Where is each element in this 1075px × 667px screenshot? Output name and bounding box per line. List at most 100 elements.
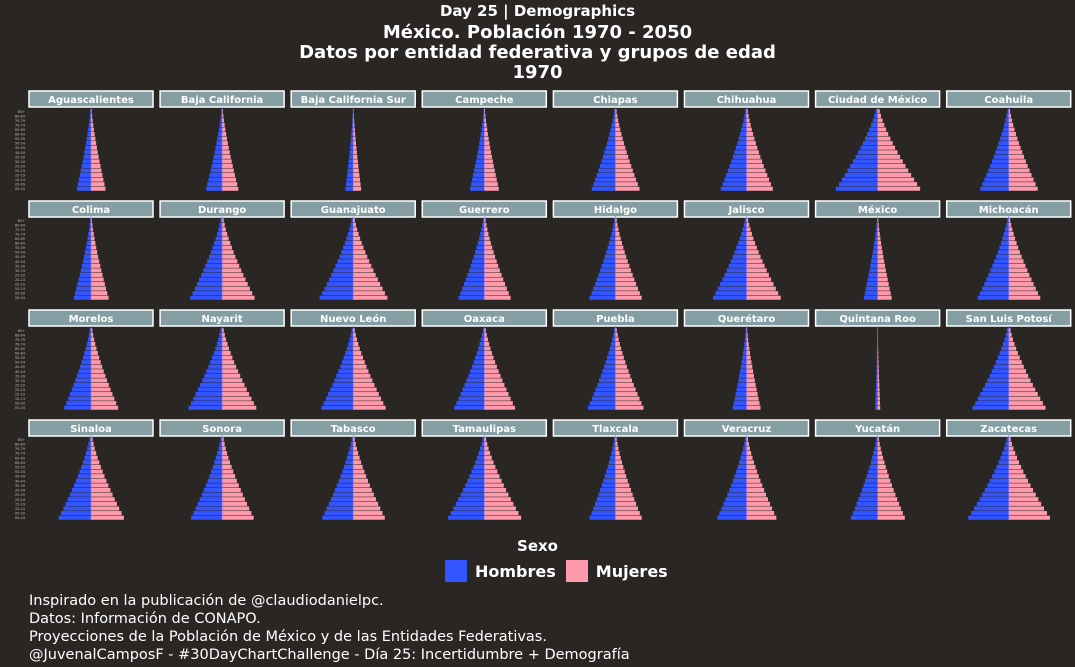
bar-mujeres [1008, 222, 1012, 227]
bar-mujeres [353, 487, 372, 493]
bar-mujeres [484, 141, 490, 146]
bar-hombres [863, 295, 878, 300]
bar-hombres [858, 497, 878, 502]
bar-hombres [744, 441, 747, 446]
bar-hombres [79, 272, 91, 277]
bar-hombres [206, 186, 223, 191]
bar-mujeres [615, 396, 640, 401]
bar-hombres [467, 272, 485, 277]
bar-hombres [868, 272, 878, 277]
bar-hombres [195, 392, 223, 397]
bar-hombres [85, 245, 91, 250]
bar-hombres [460, 392, 485, 397]
bar-mujeres [877, 455, 884, 460]
bar-hombres [1005, 441, 1009, 446]
age-tick-label: 10-14 [15, 397, 26, 401]
bar-mujeres [746, 401, 760, 406]
bar-mujeres [91, 441, 94, 446]
bar-mujeres [353, 150, 357, 155]
bar-hombres [736, 387, 747, 392]
age-tick-label: 30-34 [15, 489, 26, 493]
bar-mujeres [222, 159, 232, 164]
age-tick-label: 70-74 [15, 342, 26, 346]
bar-mujeres [484, 497, 511, 502]
bar-mujeres [91, 154, 99, 159]
bar-mujeres [746, 159, 763, 164]
bar-hombres [79, 173, 91, 178]
age-tick-label: 20-24 [15, 498, 26, 502]
bar-mujeres [1008, 346, 1017, 351]
bar-mujeres [222, 337, 227, 342]
bar-hombres [197, 387, 223, 392]
bar-hombres [603, 478, 616, 483]
bar-mujeres [91, 177, 104, 182]
bar-hombres [482, 122, 485, 127]
bar-mujeres [746, 245, 757, 250]
bar-hombres [77, 182, 91, 187]
bar-mujeres [746, 145, 758, 150]
bar-hombres [219, 122, 223, 127]
bar-mujeres [877, 451, 882, 456]
age-tick-label: 75-79 [15, 119, 25, 123]
bar-hombres [600, 373, 616, 378]
bar-hombres [875, 405, 878, 410]
bar-hombres [608, 460, 616, 465]
bar-hombres [201, 492, 223, 497]
bar-hombres [325, 396, 354, 401]
bar-mujeres [746, 396, 759, 401]
bar-hombres [215, 145, 223, 150]
age-tick-label: 25-29 [15, 383, 25, 387]
bar-mujeres [91, 173, 103, 178]
bar-hombres [333, 268, 354, 273]
bar-hombres [871, 122, 878, 127]
bar-mujeres [222, 241, 231, 246]
bar-mujeres [746, 437, 748, 442]
bar-mujeres [746, 501, 771, 506]
bar-hombres [850, 163, 878, 168]
bar-mujeres [222, 272, 244, 277]
bar-hombres [735, 145, 747, 150]
bar-mujeres [484, 231, 489, 236]
bar-hombres [476, 154, 485, 159]
caption: Inspirado en la publicación de @claudiod… [29, 592, 630, 664]
bar-mujeres [877, 351, 879, 356]
bar-hombres [219, 441, 223, 446]
legend-item-hombres: Hombres [445, 560, 556, 582]
bar-hombres [876, 218, 878, 223]
bar-hombres [598, 272, 616, 277]
bar-hombres [980, 186, 1009, 191]
bar-mujeres [222, 277, 246, 282]
bar-mujeres [353, 328, 355, 333]
bar-hombres [338, 369, 354, 374]
bar-hombres [741, 127, 747, 132]
bar-mujeres [746, 364, 753, 369]
bar-hombres [866, 282, 878, 287]
bar-mujeres [222, 173, 235, 178]
panel: San Luis Potosí [945, 309, 1072, 410]
age-tick-label: 30-34 [15, 269, 26, 273]
bar-hombres [998, 141, 1009, 146]
bar-hombres [90, 109, 91, 114]
bar-mujeres [353, 177, 360, 182]
bar-mujeres [484, 268, 500, 273]
bar-mujeres [615, 154, 629, 159]
bar-mujeres [615, 378, 632, 383]
bar-hombres [998, 460, 1009, 465]
bar-hombres [73, 483, 91, 488]
bar-mujeres [1008, 227, 1013, 232]
bar-hombres [481, 127, 485, 132]
bar-mujeres [615, 136, 623, 141]
bar-hombres [610, 236, 616, 241]
bar-hombres [874, 236, 878, 241]
bar-hombres [589, 515, 616, 520]
bar-mujeres [353, 295, 388, 300]
bar-mujeres [877, 360, 879, 365]
bar-hombres [472, 177, 485, 182]
bar-mujeres [222, 268, 242, 273]
bar-mujeres [222, 478, 237, 483]
bar-hombres [740, 132, 747, 137]
bar-hombres [474, 168, 485, 173]
bar-mujeres [91, 122, 94, 127]
bar-hombres [603, 259, 616, 264]
bar-mujeres [877, 118, 883, 123]
